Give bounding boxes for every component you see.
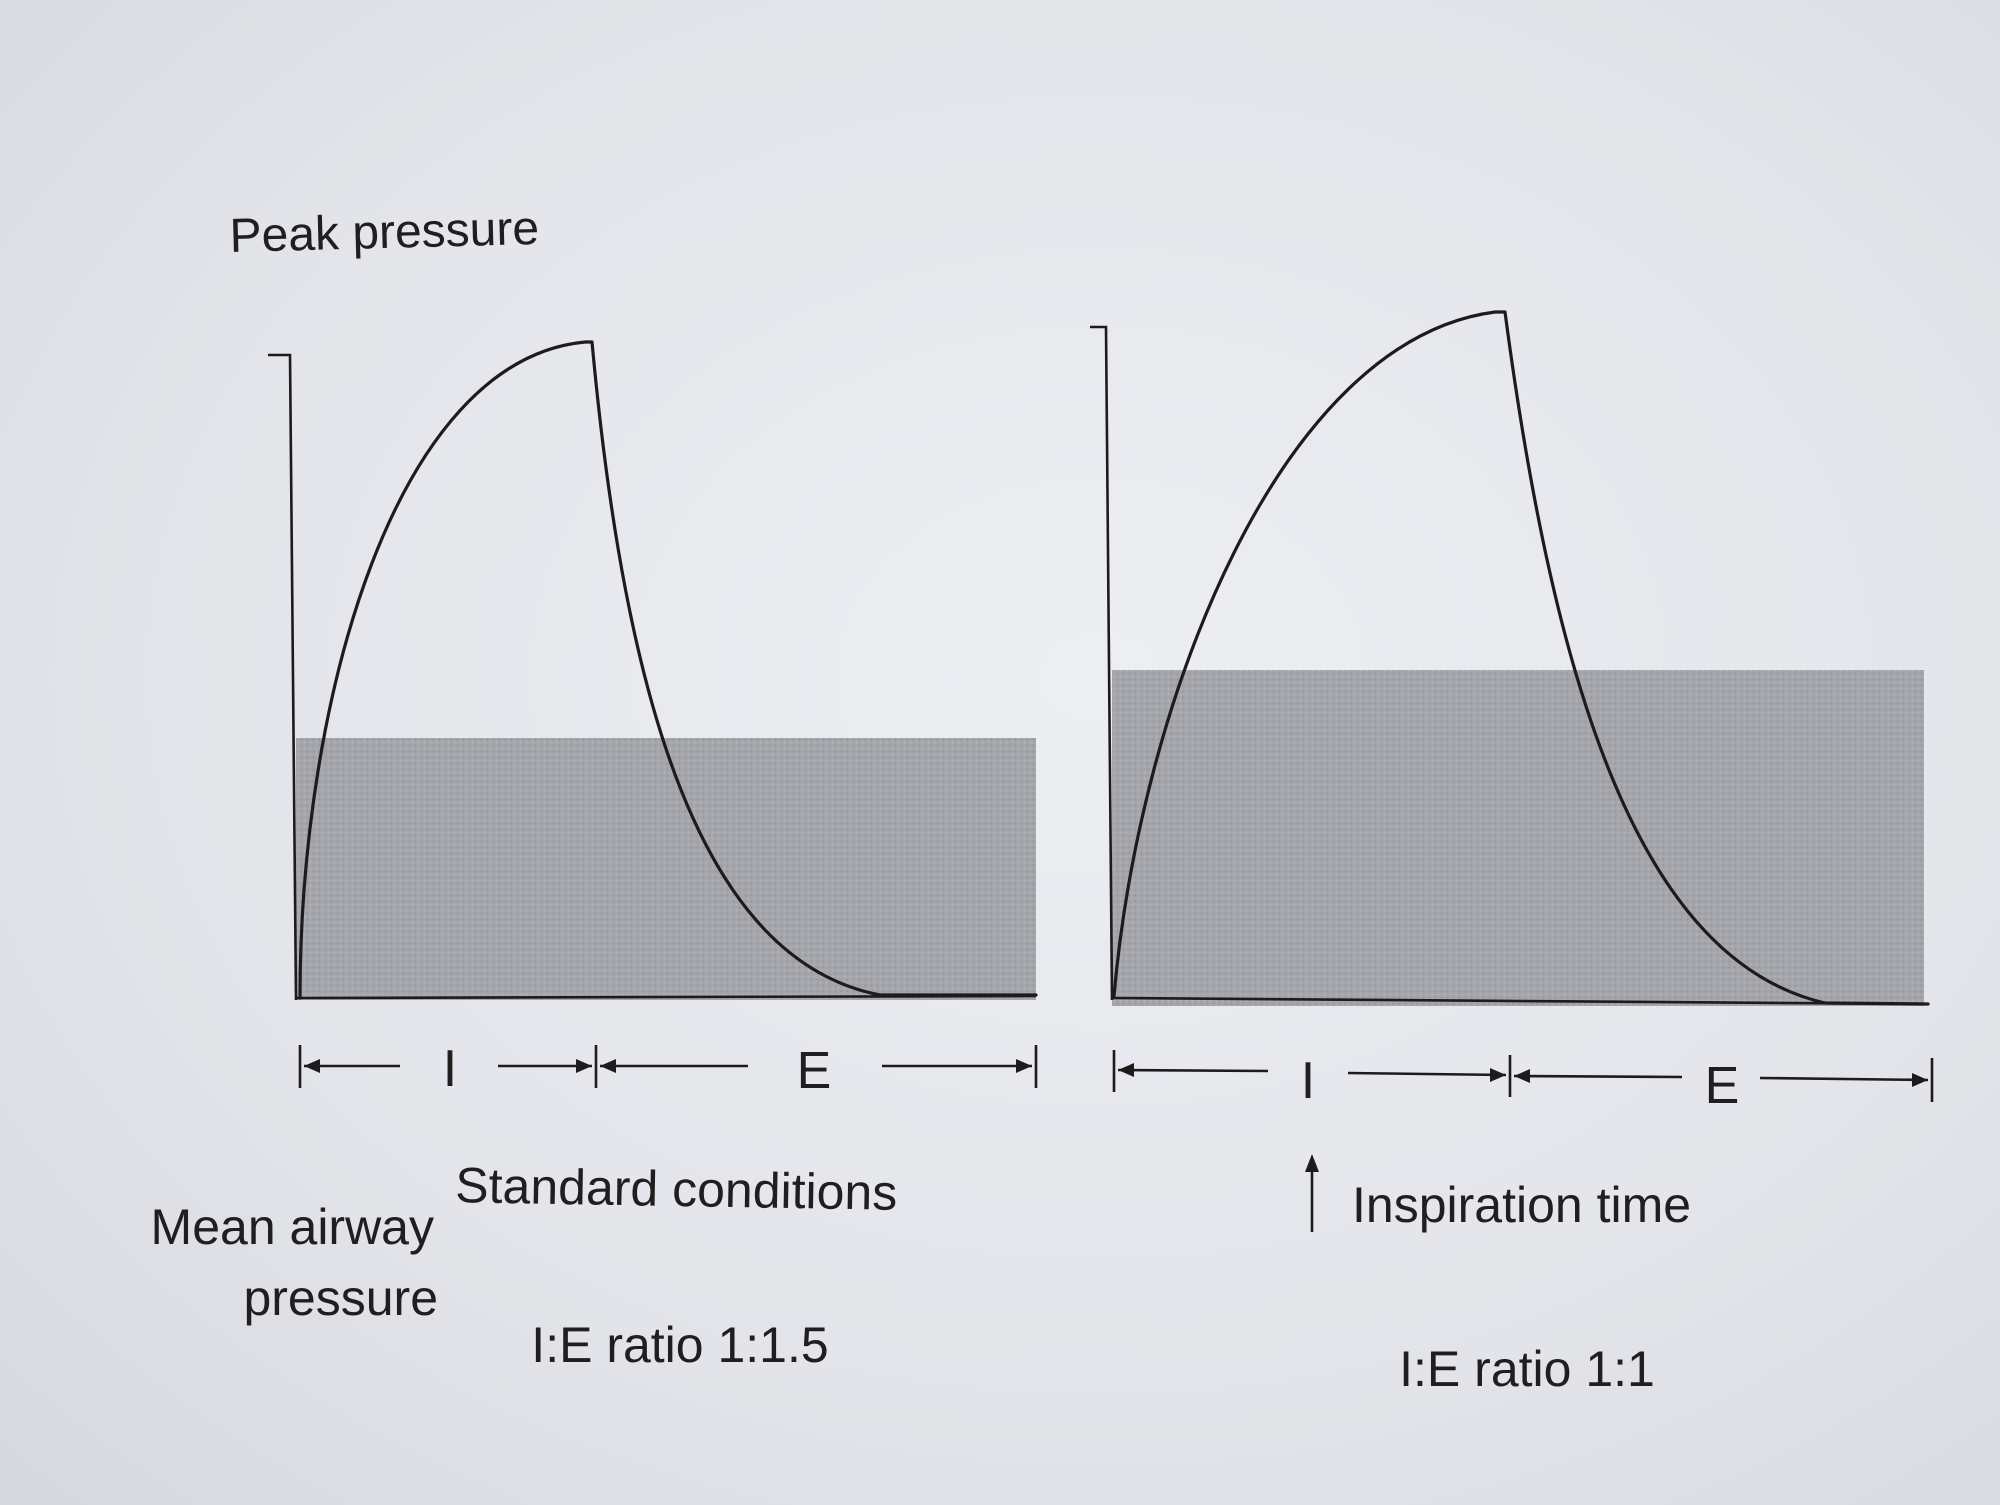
inspiration-time-label: Inspiration time xyxy=(1352,1177,1691,1233)
peak-pressure-label: Peak pressure xyxy=(229,202,540,263)
pressure-waveform-long-inspiration xyxy=(1112,310,1930,1006)
expiration-arrow-right-long-inspiration xyxy=(1759,1076,1929,1082)
expiration-arrowhead-right-standard xyxy=(1016,1059,1032,1073)
expiration-label-long-inspiration: E xyxy=(1705,1057,1740,1115)
inspiration-arrowhead-right-long-inspiration xyxy=(1490,1068,1506,1082)
panel-standard: I E Standard conditions I:E ratio 1:1.5 xyxy=(268,340,1038,1373)
expiration-arrow-left-long-inspiration xyxy=(1513,1074,1683,1079)
ratio-label-standard: I:E ratio 1:1.5 xyxy=(531,1317,828,1373)
expiration-arrowhead-right-long-inspiration xyxy=(1912,1073,1928,1087)
baseline-long-inspiration xyxy=(1111,996,1929,1006)
inspiration-time-arrow-head xyxy=(1305,1154,1319,1172)
ratio-label-long-inspiration: I:E ratio 1:1 xyxy=(1399,1341,1655,1397)
expiration-arrowhead-left-standard xyxy=(600,1059,616,1073)
pressure-waveform-standard xyxy=(298,340,1038,1000)
mean-airway-pressure-label-line2: pressure xyxy=(243,1270,438,1326)
pressure-scale-bracket-standard xyxy=(268,353,298,1001)
panel-long-inspiration: I E I:E ratio 1:1 xyxy=(1090,310,1934,1397)
inspiration-arrowhead-left-standard xyxy=(304,1059,320,1073)
inspiration-arrowhead-right-standard xyxy=(576,1059,592,1073)
inspiration-label-standard: I xyxy=(443,1040,457,1098)
condition-label-standard: Standard conditions xyxy=(455,1157,898,1221)
inspiration-arrow-left-long-inspiration xyxy=(1117,1068,1269,1073)
expiration-arrowhead-left-long-inspiration xyxy=(1514,1069,1530,1083)
inspiration-label-long-inspiration: I xyxy=(1301,1052,1315,1110)
mean-pressure-area-standard xyxy=(296,738,1036,1000)
inspiration-arrow-right-long-inspiration xyxy=(1347,1071,1507,1077)
inspiration-arrowhead-left-long-inspiration xyxy=(1118,1063,1134,1077)
mean-airway-pressure-label-line1: Mean airway xyxy=(151,1199,434,1255)
mean-pressure-area-long-inspiration xyxy=(1112,670,1924,1006)
pressure-scale-bracket-long-inspiration xyxy=(1090,325,1114,1001)
expiration-label-standard: E xyxy=(797,1042,832,1100)
